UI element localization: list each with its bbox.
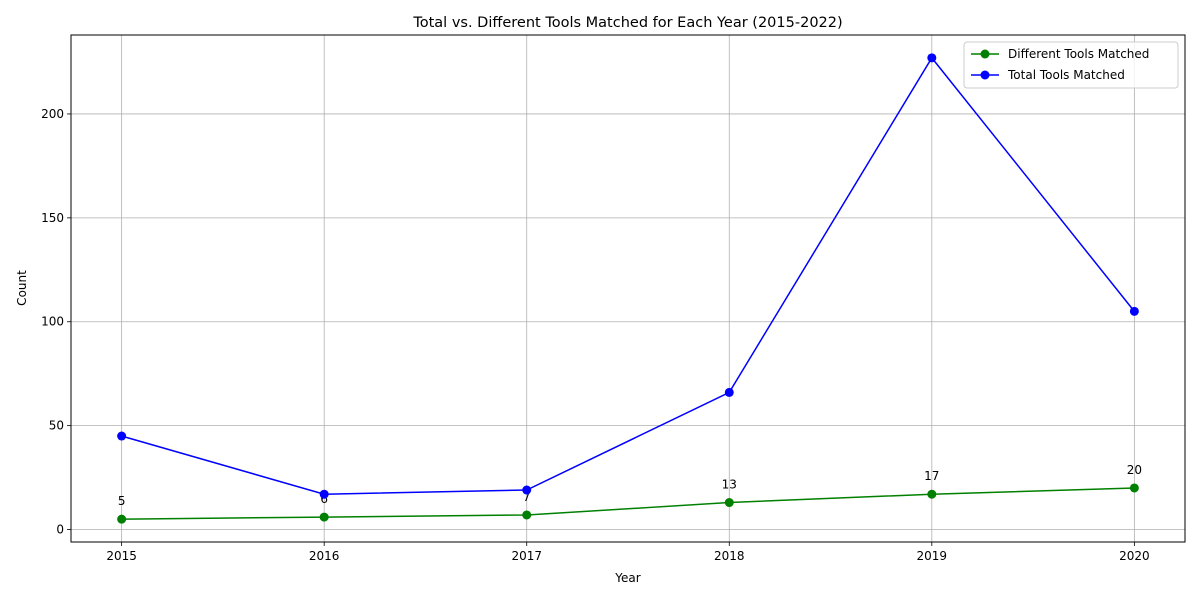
series-layer: 5 6 7 13 17 20	[117, 53, 1142, 524]
data-point	[319, 512, 329, 522]
y-axis-label: Count	[15, 270, 29, 306]
data-point	[522, 485, 532, 495]
series-line	[121, 487, 1135, 520]
data-label: 20	[1127, 463, 1142, 477]
data-point	[1129, 483, 1139, 493]
data-label: 5	[118, 494, 126, 508]
data-label: 6	[320, 492, 328, 506]
data-point	[319, 489, 329, 499]
legend-marker-different	[980, 49, 990, 59]
data-label: 13	[722, 478, 737, 492]
x-axis: 2015 2016 2017 2018 2019 2020	[106, 542, 1150, 563]
data-label: 7	[523, 490, 531, 504]
chart-title: Total vs. Different Tools Matched for Ea…	[412, 15, 842, 31]
legend-marker-total	[980, 70, 990, 80]
data-point	[117, 514, 127, 524]
x-tick-label: 2019	[917, 549, 948, 563]
series-different-tools: 5 6 7 13 17 20	[117, 463, 1142, 524]
y-axis: 0 50 100 150 200	[41, 107, 71, 537]
x-axis-label: Year	[614, 571, 640, 585]
y-tick-label: 100	[41, 315, 64, 329]
data-point	[927, 53, 937, 63]
x-tick-label: 2018	[714, 549, 745, 563]
series-total-tools	[117, 53, 1139, 499]
x-tick-label: 2016	[309, 549, 340, 563]
x-tick-label: 2015	[106, 549, 137, 563]
y-tick-label: 50	[49, 419, 64, 433]
x-tick-label: 2017	[511, 549, 542, 563]
legend-box	[963, 41, 1179, 89]
data-point	[1129, 306, 1139, 316]
y-tick-label: 150	[41, 211, 64, 225]
data-point	[117, 431, 127, 441]
data-point	[522, 510, 532, 520]
series-line	[121, 56, 1135, 495]
plot-frame	[70, 34, 1186, 543]
data-point	[724, 387, 734, 397]
y-tick-label: 200	[41, 107, 64, 121]
data-label: 17	[924, 469, 939, 483]
legend-label-total: Total Tools Matched	[1007, 68, 1125, 82]
legend: Different Tools Matched Total Tools Matc…	[963, 41, 1179, 89]
legend-label-different: Different Tools Matched	[1008, 47, 1149, 61]
grid-lines	[71, 35, 1185, 542]
x-tick-label: 2020	[1119, 549, 1150, 563]
data-point	[927, 489, 937, 499]
y-tick-label: 0	[56, 523, 64, 537]
data-point	[724, 498, 734, 508]
